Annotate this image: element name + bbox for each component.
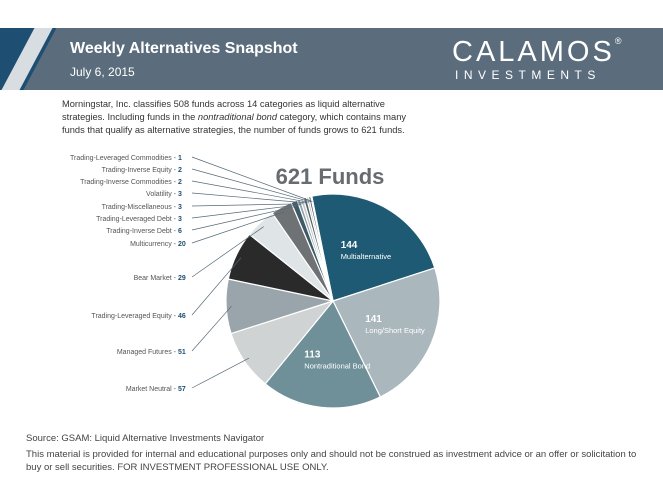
pie-slice bbox=[332, 267, 441, 398]
slice-category-label: Long/Short Equity bbox=[365, 326, 425, 335]
slice-value-label: 1 bbox=[178, 155, 182, 162]
slice-category-label: Bear Market - bbox=[134, 275, 177, 282]
slice-category-label: Trading-Inverse Commodities - bbox=[80, 179, 176, 186]
brand-name: CALAMOS bbox=[452, 36, 615, 68]
slice-category-label: Trading-Inverse Debt - bbox=[106, 228, 176, 235]
leader-line bbox=[191, 156, 313, 202]
leader-line bbox=[191, 305, 232, 352]
slice-value-label: 6 bbox=[178, 228, 182, 235]
slice-category-label: Multicurrency - bbox=[130, 241, 177, 248]
slice-value-label: 51 bbox=[178, 349, 186, 356]
brand-logo: CALAMOS® bbox=[452, 36, 621, 69]
slice-value-label: 29 bbox=[178, 275, 186, 282]
slice-category-label: Trading-Leveraged Debt - bbox=[96, 216, 177, 223]
slice-category-label: Trading-Leveraged Equity - bbox=[91, 313, 176, 320]
leader-line bbox=[191, 357, 250, 389]
slice-category-label: Trading-Leveraged Commodities - bbox=[70, 155, 177, 162]
leader-line bbox=[191, 205, 297, 231]
slice-category-label: Market Neutral - bbox=[126, 386, 177, 393]
header-bar: Weekly Alternatives Snapshot July 6, 201… bbox=[0, 28, 663, 90]
slice-category-label: Volatility - bbox=[146, 191, 177, 198]
slice-value-label: 3 bbox=[178, 216, 182, 223]
slice-value-label: 3 bbox=[178, 191, 182, 198]
chart-title: 621 Funds bbox=[276, 164, 385, 189]
slice-category-label: Nontraditional Bond bbox=[304, 362, 370, 371]
source-note: Source: GSAM: Liquid Alternative Investm… bbox=[26, 433, 265, 444]
slice-value-label: 20 bbox=[178, 241, 186, 248]
slice-category-label: Multialternative bbox=[341, 252, 391, 261]
slice-value-label: 113 bbox=[304, 350, 321, 361]
slice-value-label: 3 bbox=[178, 204, 182, 211]
leader-line bbox=[191, 226, 264, 278]
pie-slice bbox=[309, 195, 334, 302]
leader-line bbox=[191, 180, 309, 203]
leader-line bbox=[191, 192, 307, 204]
slice-value-label: 141 bbox=[365, 314, 382, 325]
slice-category-label: Managed Futures - bbox=[117, 349, 177, 356]
leader-line bbox=[191, 257, 242, 316]
intro-text-italic: nontraditional bond bbox=[197, 112, 278, 122]
intro-text-1: Morningstar, Inc. classifies 508 funds a… bbox=[62, 99, 385, 122]
leader-line bbox=[191, 211, 285, 244]
slice-value-label: 46 bbox=[178, 313, 186, 320]
slice-value-label: 57 bbox=[178, 386, 186, 393]
leader-line bbox=[191, 204, 301, 219]
page-title: Weekly Alternatives Snapshot bbox=[70, 40, 298, 57]
pie-slice bbox=[311, 193, 436, 302]
disclaimer: This material is provided for internal a… bbox=[26, 449, 637, 473]
slice-value-label: 2 bbox=[178, 167, 182, 174]
slice-category-label: Trading-Miscellaneous - bbox=[102, 204, 177, 211]
intro-paragraph: Morningstar, Inc. classifies 508 funds a… bbox=[62, 98, 422, 137]
brand-registered-mark: ® bbox=[614, 36, 622, 46]
leader-line bbox=[191, 168, 311, 203]
slice-value-label: 144 bbox=[341, 240, 358, 251]
slice-value-label: 2 bbox=[178, 179, 182, 186]
page-date: July 6, 2015 bbox=[70, 65, 135, 79]
brand-subtitle: INVESTMENTS bbox=[455, 68, 601, 82]
intro-text-2: category, which contains many funds that… bbox=[62, 112, 407, 135]
slice-category-label: Trading-Inverse Equity - bbox=[102, 167, 177, 174]
leader-line bbox=[191, 203, 304, 207]
pie-slice bbox=[264, 299, 382, 409]
